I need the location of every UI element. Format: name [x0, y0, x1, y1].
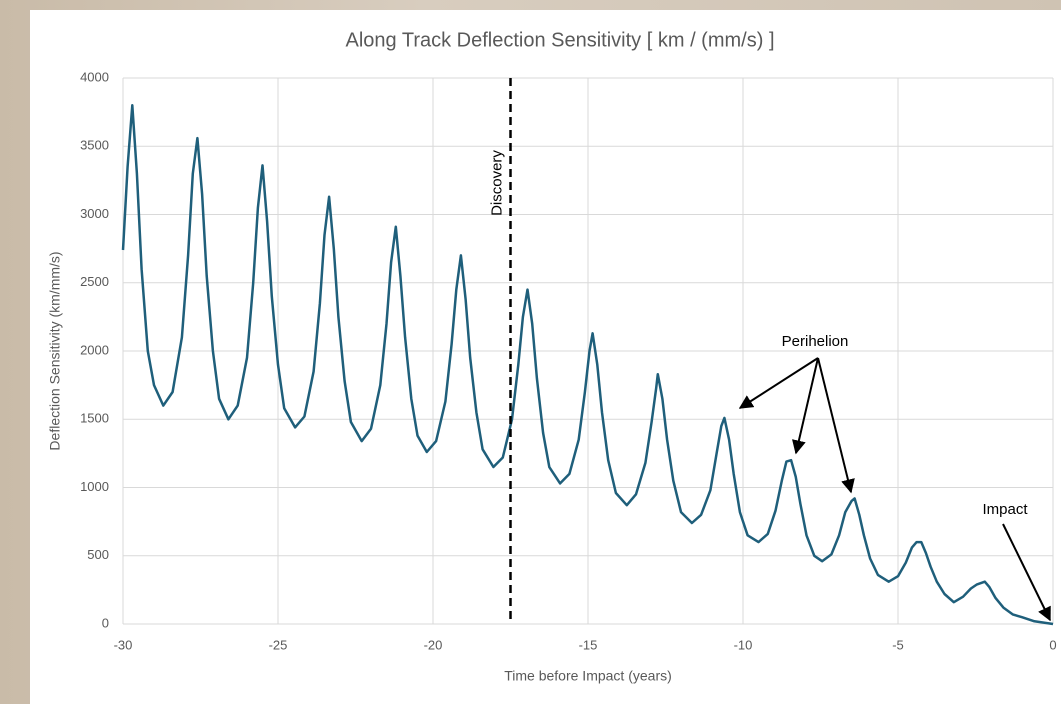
- x-tick-label: 0: [1049, 637, 1056, 652]
- y-tick-label: 4000: [80, 69, 109, 84]
- panel: [30, 10, 1061, 704]
- x-axis-label: Time before Impact (years): [504, 668, 672, 684]
- x-tick-label: -30: [114, 637, 133, 652]
- y-tick-label: 3000: [80, 206, 109, 221]
- impact-label: Impact: [982, 501, 1028, 518]
- y-tick-label: 1500: [80, 411, 109, 426]
- grid: [122, 77, 1054, 625]
- y-tick-label: 1000: [80, 479, 109, 494]
- x-tick-label: -20: [424, 637, 443, 652]
- y-tick-label: 500: [87, 547, 109, 562]
- plot: [121, 78, 1054, 626]
- data-line: [121, 104, 1054, 626]
- x-tick-label: -15: [579, 637, 598, 652]
- y-tick-label: 2500: [80, 274, 109, 289]
- x-tick-label: -5: [892, 637, 904, 652]
- y-tick-label: 3500: [80, 138, 109, 153]
- x-tick-label: -10: [734, 637, 753, 652]
- arrow: [738, 357, 819, 409]
- x-tick-label: -25: [269, 637, 288, 652]
- y-axis-label: Deflection Sensitivity (km/mm/s): [47, 251, 63, 450]
- perihelion-label: Perihelion: [782, 333, 849, 350]
- arrow: [1002, 523, 1051, 622]
- arrow: [817, 357, 855, 494]
- y-tick-label: 2000: [80, 342, 109, 357]
- y-tick-label: 0: [102, 615, 109, 630]
- arrow: [792, 357, 819, 455]
- discovery-label: Discovery: [488, 150, 505, 216]
- chart-title: Along Track Deflection Sensitivity [ km …: [346, 29, 775, 51]
